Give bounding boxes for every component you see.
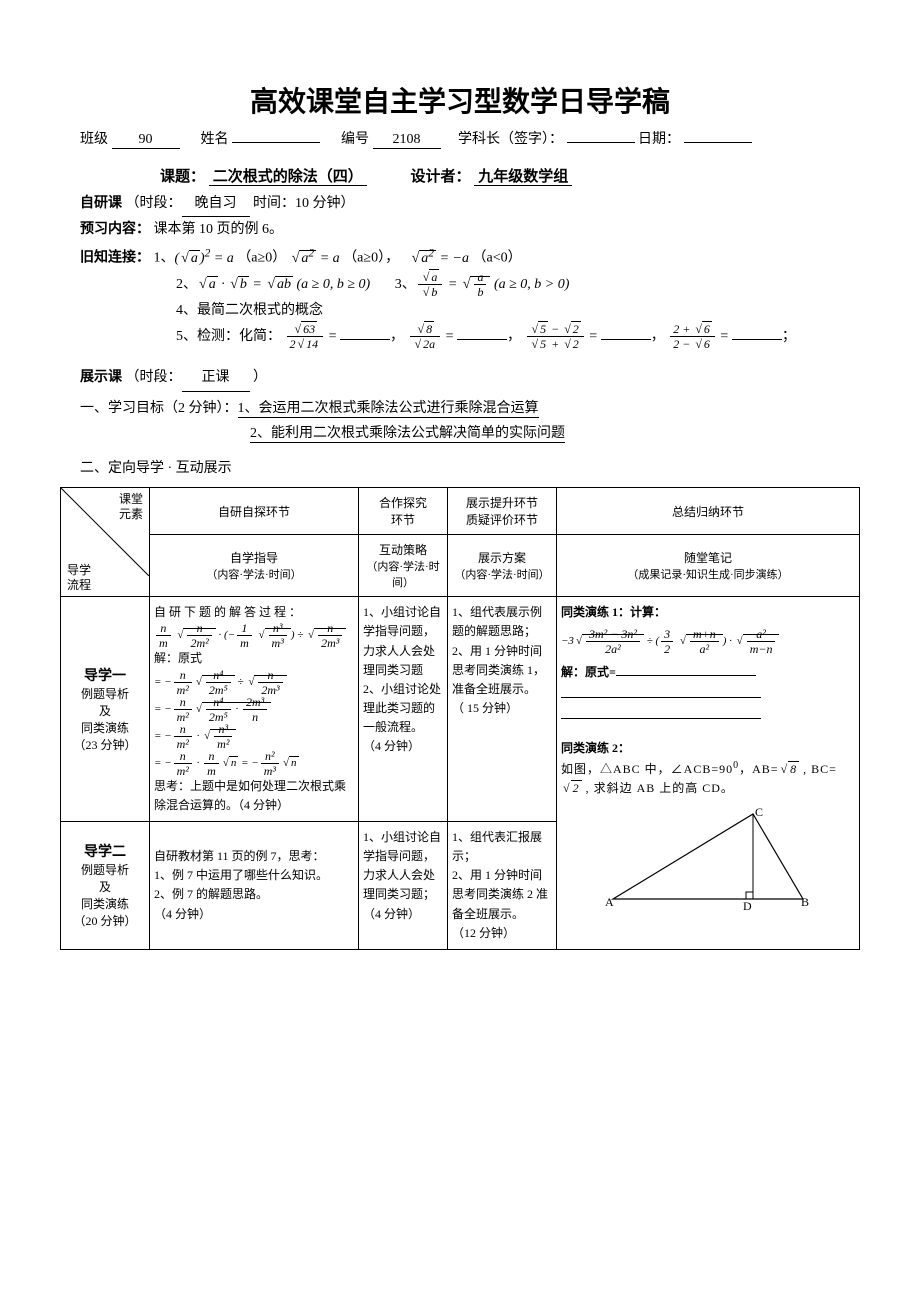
tri-A: A — [605, 895, 614, 909]
practice1-blank3[interactable] — [561, 704, 761, 719]
preview-text: 课本第 10 页的例 6。 — [154, 222, 284, 237]
goal1: 1、会运用二次根式乘除法公式进行乘除混合运算 — [238, 401, 539, 418]
goals-label: 一、学习目标（2 分钟）： — [80, 401, 238, 416]
section2-label: 二、定向导学 · 互动展示 — [80, 456, 840, 481]
page-title: 高效课堂自主学习型数学日导学稿 — [60, 80, 860, 120]
practice1-blank2[interactable] — [561, 683, 761, 698]
designer-label: 设计者： — [411, 169, 471, 185]
col-head-4: 总结归纳环节 — [557, 488, 860, 535]
row1-col2: 1、小组讨论自学指导问题，力求人人会处理同类习题 2、小组讨论处理此类习题的一般… — [359, 597, 448, 822]
selfstudy-header: 自研课 — [80, 194, 122, 210]
class-value[interactable]: 90 — [112, 132, 180, 149]
row2-col3: 1、组代表汇报展示； 2、用 1 分钟时间思考同类演练 2 准备全班展示。 （1… — [448, 821, 557, 949]
blank4[interactable] — [732, 325, 782, 340]
preview-label: 预习内容： — [80, 222, 150, 237]
date-value[interactable] — [684, 142, 752, 143]
col-sub-3: 展示方案（内容·学法·时间） — [448, 535, 557, 597]
practice1-blank1[interactable] — [616, 661, 756, 676]
tri-C: C — [755, 805, 763, 819]
row1-col4: 同类演练 1：计算： −33m² − 3n²2a² ÷ (32 m+na²) ·… — [557, 597, 860, 950]
row2-col1: 自研教材第 11 页的例 7，思考： 1、例 7 中运用了哪些什么知识。 2、例… — [150, 821, 359, 949]
blank1[interactable] — [340, 325, 390, 340]
table-row-1: 导学一 例题导析 及 同类演练 （23 分钟） 自研下题的解答过程： nm n2… — [61, 597, 860, 822]
date-label: 日期： — [638, 132, 680, 147]
old-item2: 2、a · b = ab (a ≥ 0, b ≥ 0) 3、ab = ab (a… — [176, 277, 569, 292]
row2-col2: 1、小组讨论自学指导问题，力求人人会处理同类习题； （4 分钟） — [359, 821, 448, 949]
col-sub-2: 互动策略（内容·学法·时间） — [359, 535, 448, 597]
row1-col1: 自研下题的解答过程： nm n2m² · (−1m n³m³) ÷ n2m³ 解… — [150, 597, 359, 822]
selfstudy-timeslot: 晚自习 — [182, 191, 250, 217]
blank3[interactable] — [601, 325, 651, 340]
diag-header: 课堂元素 导学流程 — [61, 488, 150, 597]
row2-label: 导学二 例题导析 及 同类演练 （20 分钟） — [61, 821, 150, 949]
old-item1: 1、(a)2 = a （a≥0） a2 = a （a≥0）， a2 = −a （… — [154, 251, 522, 266]
code-label: 编号 — [341, 132, 369, 147]
selfstudy-section: 自研课 （时段：晚自习 时间：10 分钟） 预习内容： 课本第 10 页的例 6… — [80, 190, 840, 350]
row1-label: 导学一 例题导析 及 同类演练 （23 分钟） — [61, 597, 150, 822]
tri-B: B — [801, 895, 809, 909]
code-value[interactable]: 2108 — [373, 132, 441, 149]
goal2: 2、能利用二次根式乘除法公式解决简单的实际问题 — [250, 426, 565, 443]
col-head-3: 展示提升环节质疑评价环节 — [448, 488, 557, 535]
showclass-section: 展示课 （时段：正课 ） — [80, 364, 840, 391]
showclass-tail2: ） — [250, 370, 268, 385]
class-label: 班级 — [80, 132, 108, 147]
diag-bot: 导学流程 — [67, 563, 91, 592]
info-line: 班级 90 姓名 编号 2108 学科长（签字）： 日期： — [80, 128, 840, 149]
name-label: 姓名 — [201, 132, 229, 147]
triangle-diagram: A B C D — [603, 804, 813, 914]
diag-top: 课堂元素 — [119, 492, 143, 521]
goals: 一、学习目标（2 分钟）：1、会运用二次根式乘除法公式进行乘除混合运算 2、能利… — [80, 396, 840, 446]
topic-line: 课题： 二次根式的除法（四） 设计者： 九年级数学组 — [160, 165, 860, 186]
main-table: 课堂元素 导学流程 自研自探环节 合作探究环节 展示提升环节质疑评价环节 总结归… — [60, 487, 860, 950]
col-sub-4: 随堂笔记（成果记录·知识生成·同步演练） — [557, 535, 860, 597]
col-head-1: 自研自探环节 — [150, 488, 359, 535]
showclass-header: 展示课 — [80, 368, 122, 384]
old-item5: 5、检测：化简： 63214 = ， 82a = ， 5 − 25 + 2 = … — [176, 329, 796, 344]
blank2[interactable] — [457, 325, 507, 340]
col-head-2: 合作探究环节 — [359, 488, 448, 535]
leader-label: 学科长（签字）： — [458, 132, 563, 147]
topic-value: 二次根式的除法（四） — [209, 169, 367, 186]
showclass-tail1: （时段： — [126, 370, 182, 385]
topic-label: 课题： — [160, 169, 205, 185]
tri-D: D — [743, 899, 752, 913]
designer-value: 九年级数学组 — [474, 169, 572, 186]
oldlink-label: 旧知连接： — [80, 251, 150, 266]
selfstudy-time: 时间：10 分钟） — [250, 196, 355, 211]
row1-col3: 1、组代表展示例题的解题思路； 2、用 1 分钟时间思考同类演练 1，准备全班展… — [448, 597, 557, 822]
col-sub-1: 自学指导（内容·学法·时间） — [150, 535, 359, 597]
showclass-timeslot: 正课 — [182, 365, 250, 391]
old-item4: 4、最简二次根式的概念 — [176, 303, 323, 318]
leader-value[interactable] — [567, 142, 635, 143]
selfstudy-tail1: （时段： — [126, 196, 182, 211]
name-value[interactable] — [232, 142, 320, 143]
